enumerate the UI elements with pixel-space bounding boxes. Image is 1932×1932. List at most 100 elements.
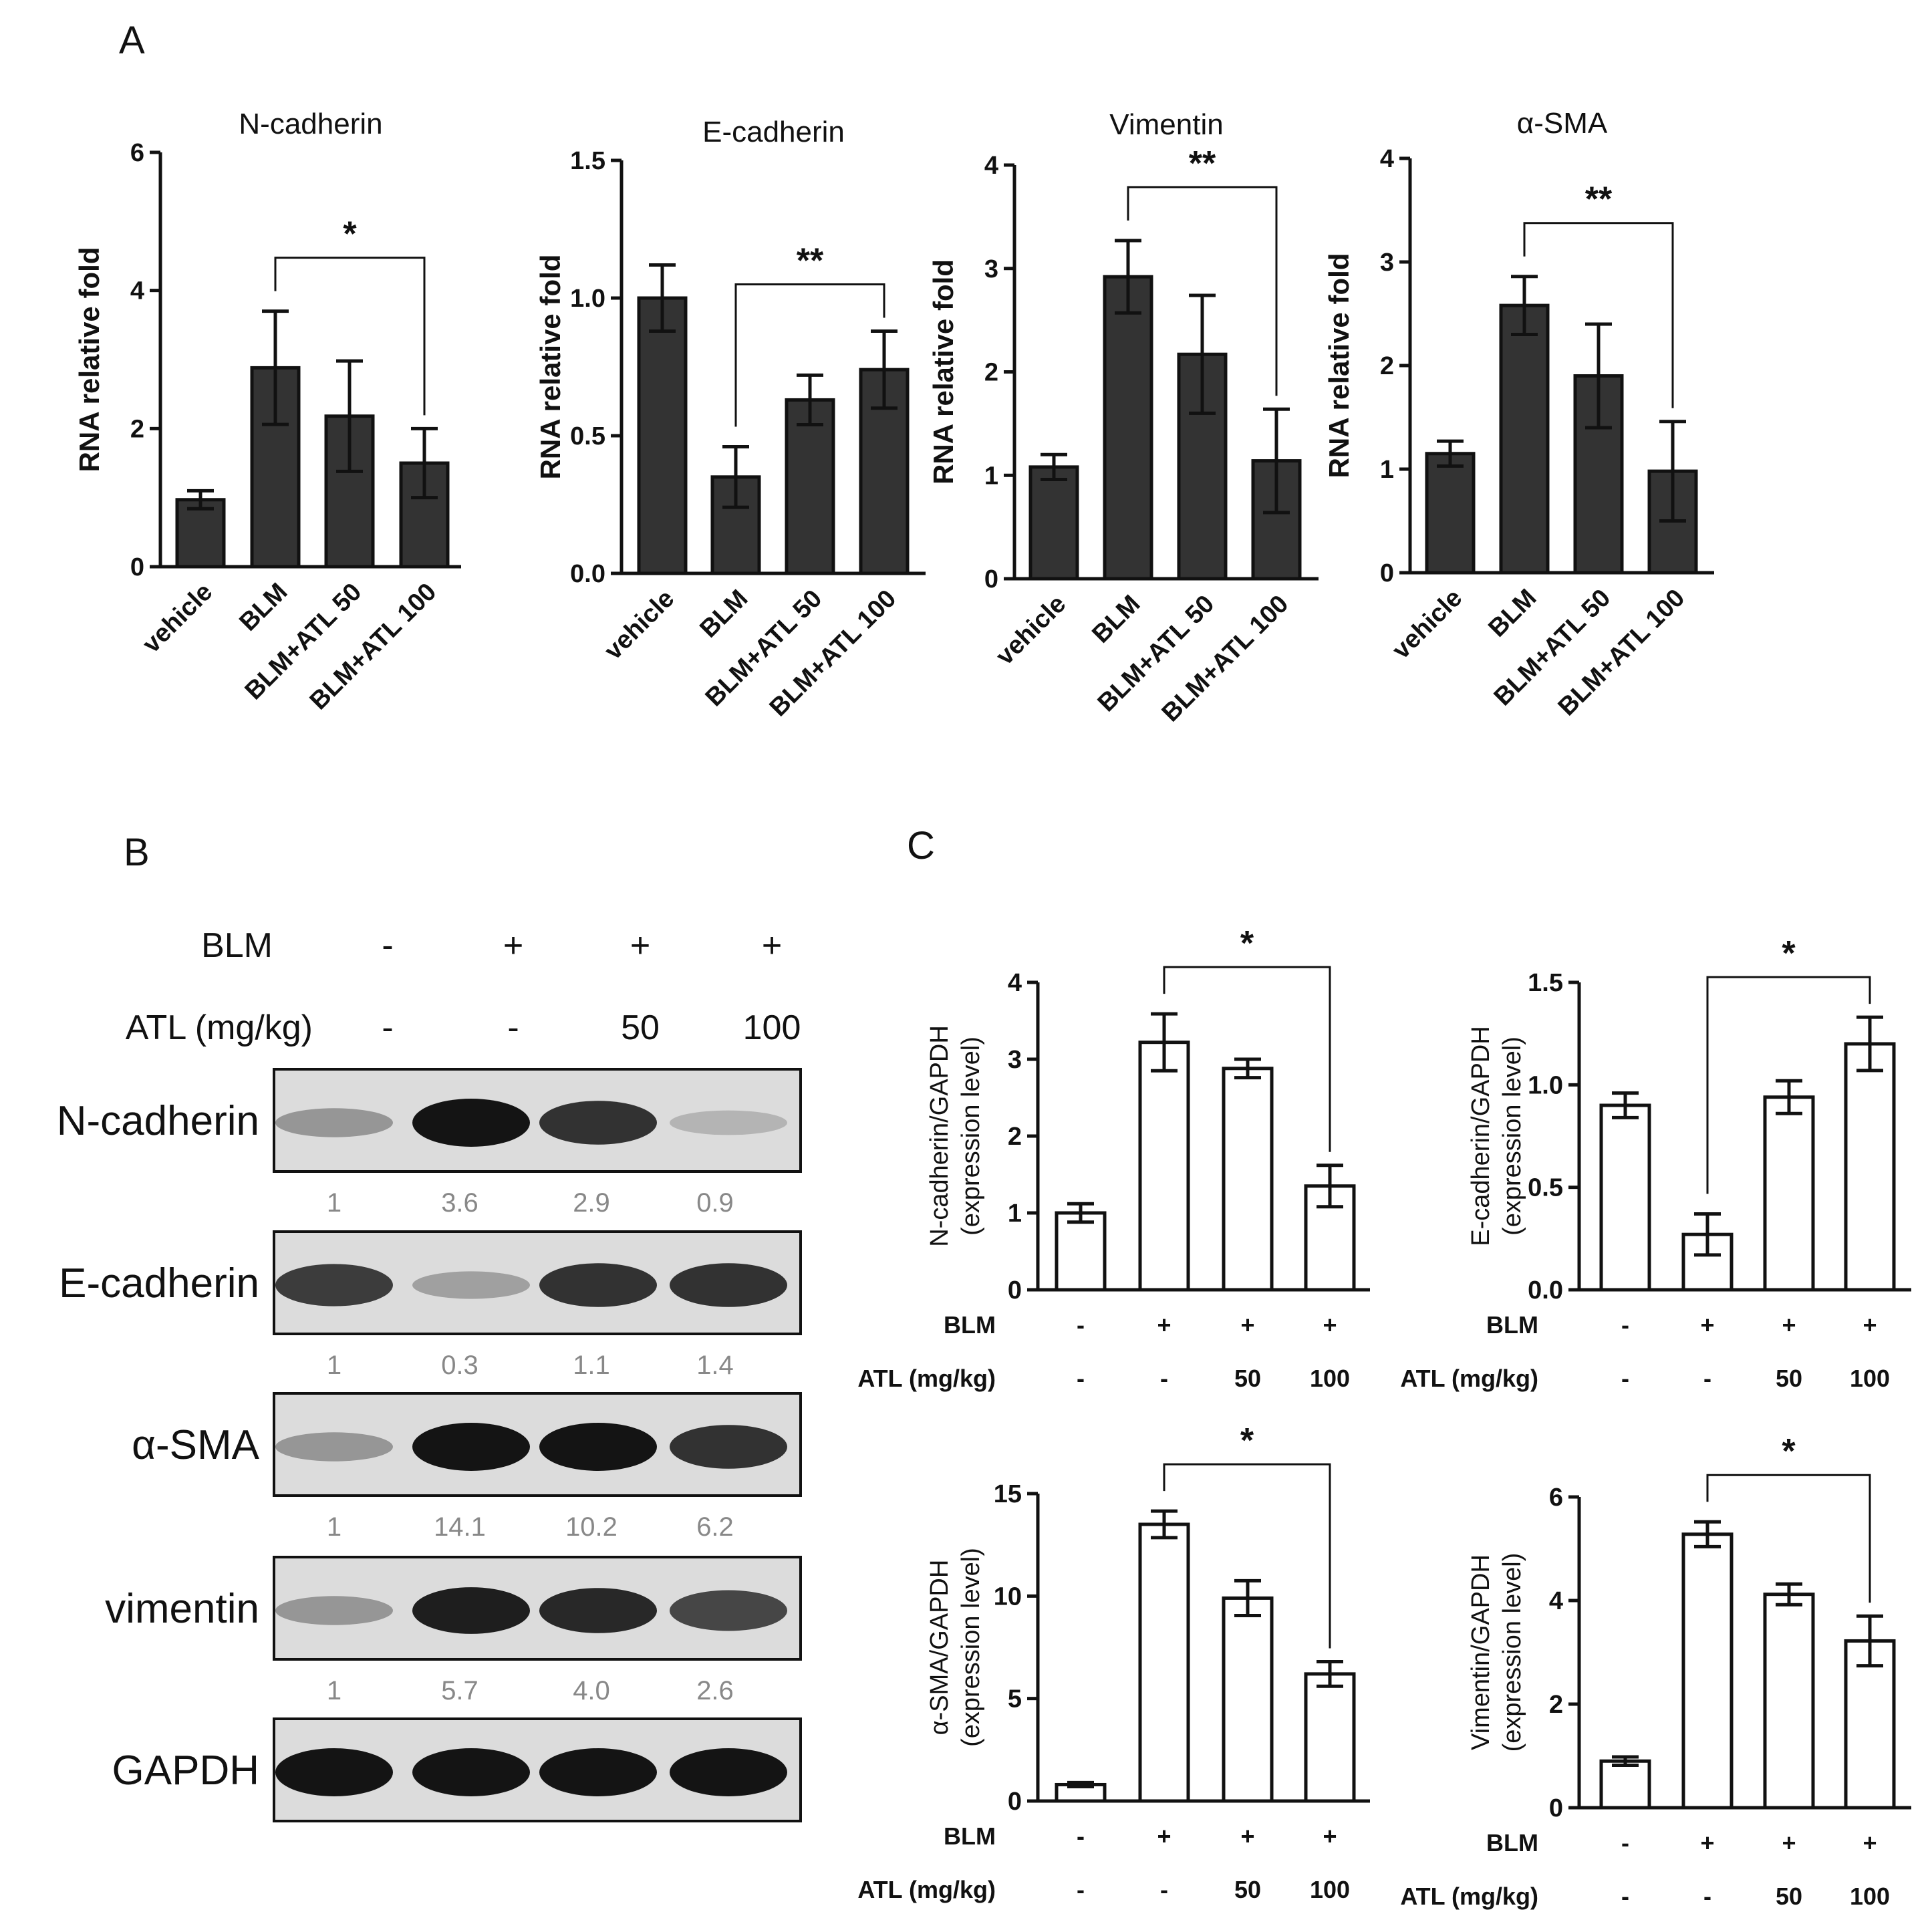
y-tick-label: 0 — [984, 565, 998, 593]
condition-blm-value: + — [1323, 1311, 1337, 1339]
error-bar — [1067, 1202, 1094, 1224]
wb-header-atl-value: - — [507, 1008, 519, 1047]
condition-atl-value: - — [1621, 1883, 1629, 1910]
y-axis-label: RNA relative fold — [1323, 253, 1355, 478]
blot-band — [670, 1263, 787, 1307]
blot-quant-value: 1 — [327, 1512, 341, 1542]
significance-label: * — [343, 215, 357, 254]
condition-blm-value: - — [1077, 1311, 1085, 1339]
significance-label: * — [1782, 934, 1796, 973]
blot-band — [412, 1748, 530, 1796]
significance-line — [1163, 1463, 1331, 1649]
y-axis-label-secondary: (expression level) — [957, 1548, 985, 1747]
y-tick-label: 10 — [994, 1582, 1022, 1611]
blot-quant-value: 2.9 — [573, 1188, 610, 1218]
condition-blm-value: - — [1077, 1822, 1085, 1850]
error-bar — [1585, 322, 1612, 430]
y-axis-label-secondary: (expression level) — [1498, 1553, 1526, 1752]
bar — [1499, 303, 1550, 575]
condition-atl-value: - — [1077, 1365, 1085, 1392]
y-tick-label: 2 — [984, 359, 998, 387]
significance-bracket: * — [1163, 1421, 1331, 1649]
error-bar — [871, 329, 898, 410]
y-tick-label: 2 — [1008, 1123, 1022, 1151]
significance-bracket: ** — [1523, 180, 1674, 408]
y-axis-label: RNA relative fold — [74, 247, 105, 472]
significance-bracket: * — [1163, 924, 1331, 1152]
blot-quant-value: 1.1 — [573, 1351, 610, 1380]
blot-quant-value: 1.4 — [696, 1351, 734, 1380]
significance-bracket: * — [1706, 934, 1871, 1194]
condition-blm-value: + — [1782, 1829, 1796, 1856]
condition-atl-value: 100 — [1310, 1365, 1350, 1392]
y-tick-label: 0.0 — [1528, 1276, 1563, 1304]
blot-band — [670, 1425, 787, 1469]
blot-band — [539, 1263, 657, 1307]
chart-title: N-cadherin — [239, 108, 382, 140]
error-bar — [1115, 239, 1141, 315]
bar — [1681, 1532, 1734, 1810]
wb-header-blm-value: - — [382, 926, 393, 965]
bar — [1138, 1522, 1190, 1803]
chart-c1: 0 1 2 3 4 N-cadherin/GAPDH (expression level) *… — [857, 924, 1370, 1392]
error-bar — [1511, 275, 1538, 336]
blot-quant-value: 2.6 — [696, 1676, 734, 1705]
y-tick-label: 3 — [1008, 1046, 1022, 1074]
blot-protein-label: N-cadherin — [57, 1098, 259, 1144]
y-axis-label-secondary: (expression level) — [1498, 1037, 1526, 1236]
significance-label: ** — [1189, 144, 1216, 183]
error-bar — [336, 359, 363, 473]
error-bar — [1776, 1079, 1802, 1115]
condition-atl-value: 100 — [1850, 1883, 1890, 1910]
condition-atl-value: 50 — [1776, 1883, 1802, 1910]
y-tick-label: 4 — [130, 277, 144, 305]
error-bar — [797, 373, 823, 427]
y-axis-label: RNA relative fold — [928, 259, 959, 485]
chart-c2: 0.0 0.5 1.0 1.5 E-cadherin/GAPDH (expression … — [1400, 934, 1911, 1392]
y-axis-label: N-cadherin/GAPDH — [926, 1025, 954, 1247]
chart-title: Vimentin — [1109, 108, 1223, 141]
significance-label: * — [1240, 1421, 1254, 1460]
error-bar — [1234, 1578, 1261, 1617]
y-tick-label: 6 — [1549, 1484, 1563, 1512]
bar — [1055, 1211, 1107, 1292]
condition-blm-label: BLM — [944, 1311, 996, 1339]
condition-atl-label: ATL (mg/kg) — [857, 1876, 996, 1903]
blot-quant-value: 1 — [327, 1676, 341, 1705]
blot-n-cadherin: N-cadherin 1 3.6 2.9 0.9 — [57, 1068, 802, 1218]
blot-band — [275, 1596, 393, 1625]
condition-atl-value: 100 — [1850, 1365, 1890, 1392]
blot-band — [412, 1423, 530, 1471]
condition-blm-value: + — [1240, 1311, 1254, 1339]
y-tick-label: 15 — [994, 1480, 1022, 1508]
condition-atl-label: ATL (mg/kg) — [1400, 1365, 1538, 1392]
bar — [1763, 1593, 1815, 1810]
condition-atl-label: ATL (mg/kg) — [857, 1365, 996, 1392]
error-bar — [1317, 1659, 1343, 1688]
bar — [175, 498, 226, 569]
condition-atl-value: - — [1621, 1365, 1629, 1392]
significance-line — [1163, 966, 1331, 1152]
y-tick-label: 0.5 — [1528, 1174, 1563, 1202]
blot-band — [412, 1271, 530, 1299]
western-blot-header: BLM - + + + ATL (mg/kg) - - 50 100 — [126, 926, 801, 1047]
blot-protein-label: vimentin — [105, 1586, 259, 1632]
blot-quant-value: 0.9 — [696, 1188, 734, 1218]
bar — [1599, 1103, 1651, 1292]
error-bar — [1151, 1509, 1178, 1540]
blot-protein-label: GAPDH — [112, 1748, 259, 1794]
chart-title: E-cadherin — [702, 116, 845, 148]
error-bar — [1856, 1614, 1883, 1668]
condition-blm-value: + — [1157, 1822, 1171, 1850]
condition-blm-value: + — [1782, 1311, 1796, 1339]
blot-band — [412, 1587, 530, 1634]
error-bar — [187, 489, 214, 511]
error-bar — [1612, 1755, 1639, 1767]
panel-label-a: A — [119, 19, 145, 62]
y-tick-label: 0 — [1008, 1788, 1022, 1816]
error-bar — [1234, 1057, 1261, 1080]
bar — [637, 296, 688, 575]
blot-vimentin: vimentin 1 5.7 4.0 2.6 — [105, 1556, 802, 1705]
wb-header-blm-value: + — [762, 926, 782, 965]
